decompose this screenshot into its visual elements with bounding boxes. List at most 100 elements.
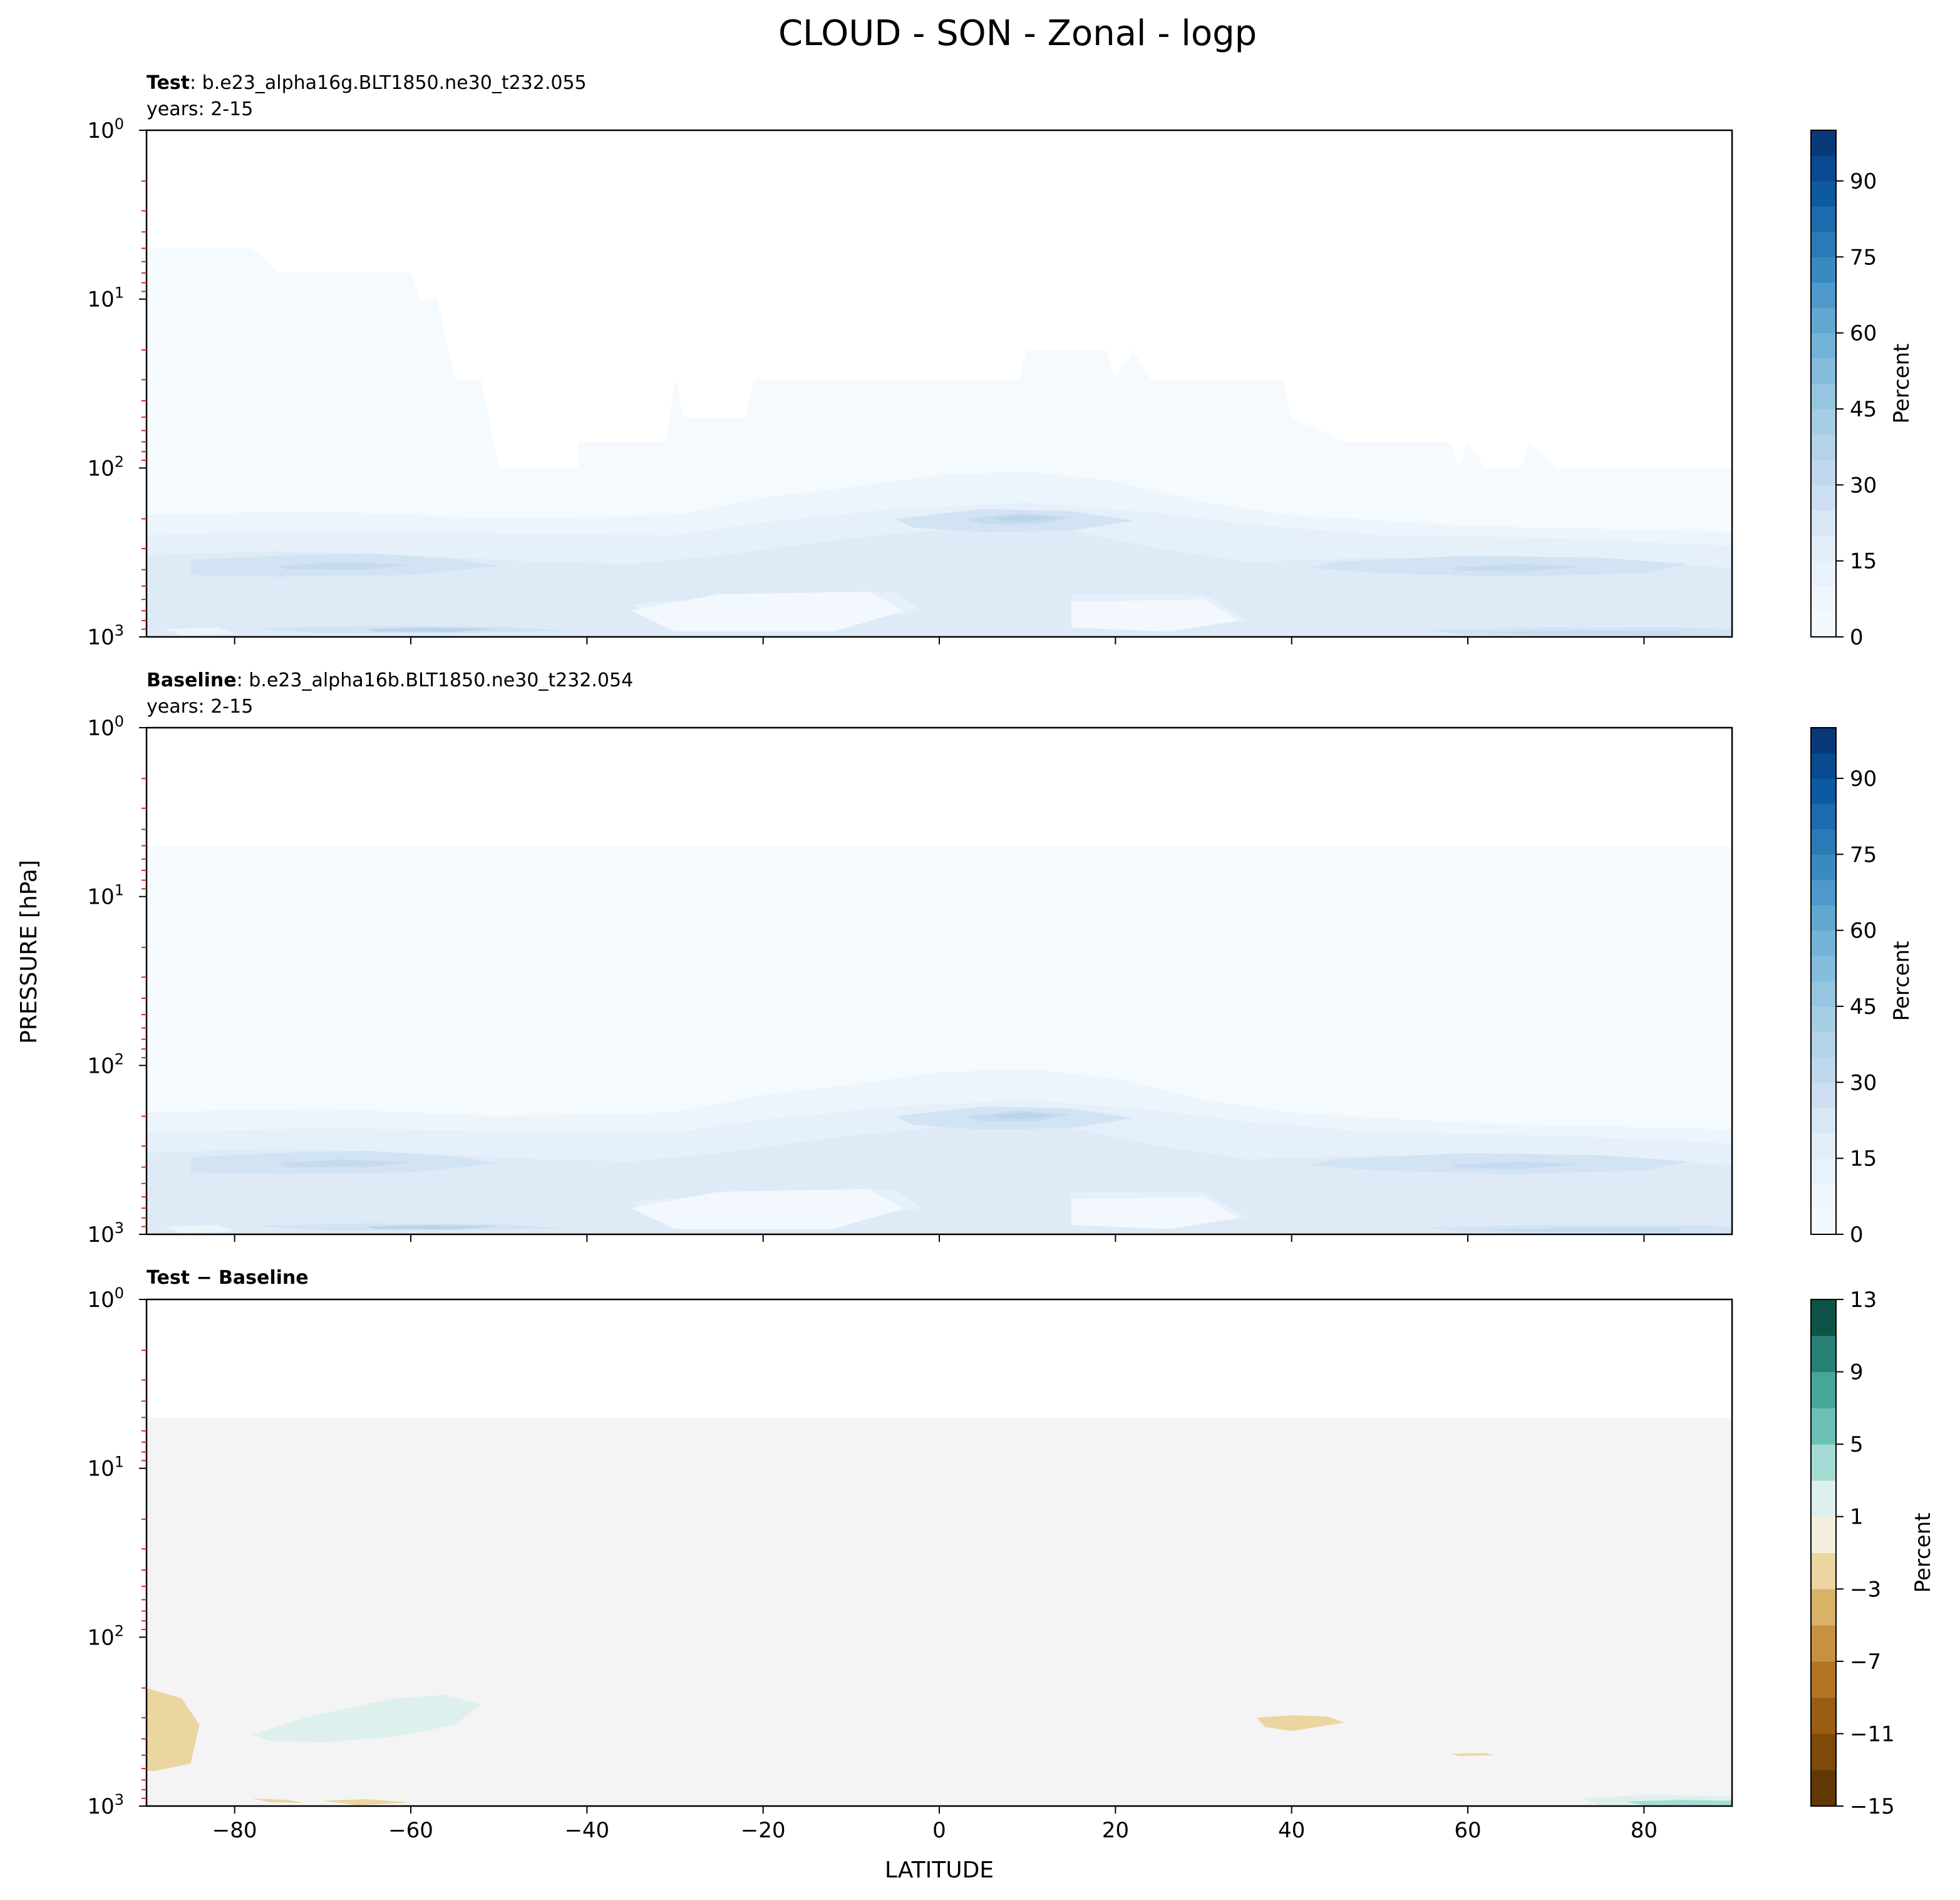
panel-baseline-subtitle: years: 2-15	[147, 696, 253, 718]
y-tick-label: 103	[87, 1791, 124, 1819]
anomaly-region	[1256, 1715, 1345, 1732]
colorbar-tick-label: 90	[1850, 767, 1877, 792]
x-tick-label: −80	[212, 1818, 257, 1843]
colorbar-band	[1811, 130, 1836, 156]
x-tick-label: 0	[932, 1818, 946, 1843]
colorbar-band	[1811, 1552, 1836, 1589]
colorbar-band	[1811, 1480, 1836, 1517]
anomaly-region	[322, 1799, 411, 1805]
colorbar-band	[1811, 1770, 1836, 1807]
panel-baseline: Baseline: b.e23_alpha16b.BLT1850.ne30_t2…	[87, 669, 1914, 1247]
colorbar-tick-label: 9	[1850, 1360, 1864, 1385]
contour-region-30	[279, 562, 411, 570]
anomaly-region	[252, 1798, 306, 1804]
colorbar-band	[1811, 956, 1836, 981]
colorbar-tick-label: −15	[1850, 1794, 1895, 1819]
y-tick-label: 100	[87, 713, 124, 741]
contour-region-30	[1485, 630, 1679, 635]
colorbar-difference: −15 −11 −7 −3 1 5 9 13 Percent	[1810, 1288, 1936, 1819]
contour-region-30	[279, 1159, 411, 1167]
contour-plot-baseline	[147, 845, 1732, 1234]
panel-difference-title-bold: Test − Baseline	[147, 1267, 309, 1289]
x-tick-label: 40	[1278, 1818, 1305, 1843]
colorbar-frame	[1810, 1299, 1837, 1807]
colorbar-frame	[1810, 130, 1837, 638]
colorbar-band	[1811, 1444, 1836, 1481]
colorbar-band	[1811, 1335, 1836, 1373]
colorbar-tick-label: 60	[1850, 321, 1877, 346]
colorbar-tick-label: 75	[1850, 245, 1877, 270]
y-tick-label: 103	[87, 1219, 124, 1247]
panel-test-title: Test: b.e23_alpha16g.BLT1850.ne30_t232.0…	[147, 72, 587, 94]
colorbar-band	[1811, 879, 1836, 906]
panel-test-subtitle: years: 2-15	[147, 98, 253, 120]
colorbar-band	[1811, 905, 1836, 931]
panel-difference: Test − Baseline −80 −60 −40 −20 0 20 40 60 80 100…	[87, 1267, 1936, 1843]
colorbar-band	[1811, 358, 1836, 384]
colorbar-band	[1811, 1184, 1836, 1210]
contour-light-region	[631, 591, 904, 632]
anomaly-region	[252, 1695, 482, 1743]
panel-baseline-title-bold: Baseline	[147, 669, 237, 691]
colorbar-tick-label: 1	[1850, 1505, 1864, 1530]
colorbar-label: Percent	[1889, 344, 1914, 424]
colorbar-tick-label: 13	[1850, 1288, 1877, 1313]
colorbar-band	[1811, 1006, 1836, 1032]
contour-region-20	[147, 1123, 1732, 1234]
colorbar-band	[1811, 535, 1836, 562]
colorbar-band	[1811, 383, 1836, 410]
colorbar-band	[1811, 333, 1836, 359]
colorbar-band	[1811, 560, 1836, 587]
difference-neutral-region	[147, 1417, 1732, 1806]
colorbar-band	[1811, 1733, 1836, 1770]
colorbar-band	[1811, 981, 1836, 1007]
colorbar-band	[1811, 180, 1836, 207]
colorbar-band	[1811, 1661, 1836, 1698]
panel-test-title-rest: : b.e23_alpha16g.BLT1850.ne30_t232.055	[190, 72, 587, 94]
x-tick-label: 80	[1631, 1818, 1658, 1843]
colorbar-label: Percent	[1889, 941, 1914, 1021]
contour-region-35	[992, 1112, 1054, 1119]
x-tick-label: 20	[1102, 1818, 1129, 1843]
x-tick-label: −20	[741, 1818, 786, 1843]
colorbar-frame	[1810, 727, 1837, 1235]
y-tick-label: 102	[87, 453, 124, 481]
colorbar-tick-label: 5	[1850, 1432, 1864, 1457]
anomaly-region	[1626, 1800, 1732, 1806]
y-tick-label: 101	[87, 882, 124, 910]
colorbar-band	[1811, 206, 1836, 232]
colorbar-band	[1811, 1209, 1836, 1235]
panel-test-title-bold: Test	[147, 72, 190, 94]
x-tick-label: 60	[1454, 1818, 1481, 1843]
colorbar-band	[1811, 930, 1836, 956]
y-tick-label: 100	[87, 1284, 124, 1313]
colorbar-band	[1811, 1516, 1836, 1553]
panel-baseline-title: Baseline: b.e23_alpha16b.BLT1850.ne30_t2…	[147, 669, 633, 691]
colorbar-band	[1811, 510, 1836, 536]
colorbar-band	[1811, 459, 1836, 485]
colorbar-band	[1811, 778, 1836, 804]
colorbar-band	[1811, 854, 1836, 880]
contour-light-region	[1071, 1197, 1239, 1229]
contour-region-35	[366, 1225, 499, 1230]
colorbar-band	[1811, 1589, 1836, 1626]
y-tick-label: 101	[87, 1453, 124, 1482]
colorbar-band	[1811, 753, 1836, 779]
colorbar-tick-label: −3	[1850, 1577, 1881, 1602]
figure-title: CLOUD - SON - Zonal - logp	[778, 13, 1257, 54]
colorbar-band	[1811, 231, 1836, 257]
colorbar-band	[1811, 829, 1836, 855]
colorbar-tick-label: 60	[1850, 919, 1877, 944]
anomaly-region	[147, 1688, 200, 1771]
colorbar-band	[1811, 408, 1836, 435]
axes-baseline: 100 101 102 103	[87, 713, 1645, 1247]
colorbar-band	[1811, 1158, 1836, 1184]
colorbar-tick-label: 15	[1850, 549, 1877, 574]
contour-region-30	[1485, 1227, 1679, 1232]
panel-difference-title: Test − Baseline	[147, 1267, 309, 1289]
contour-region-35	[366, 627, 499, 632]
shared-y-axis-label: PRESSURE [hPa]	[16, 860, 42, 1044]
y-tick-label: 100	[87, 115, 124, 143]
colorbar-tick-label: 0	[1850, 625, 1864, 650]
